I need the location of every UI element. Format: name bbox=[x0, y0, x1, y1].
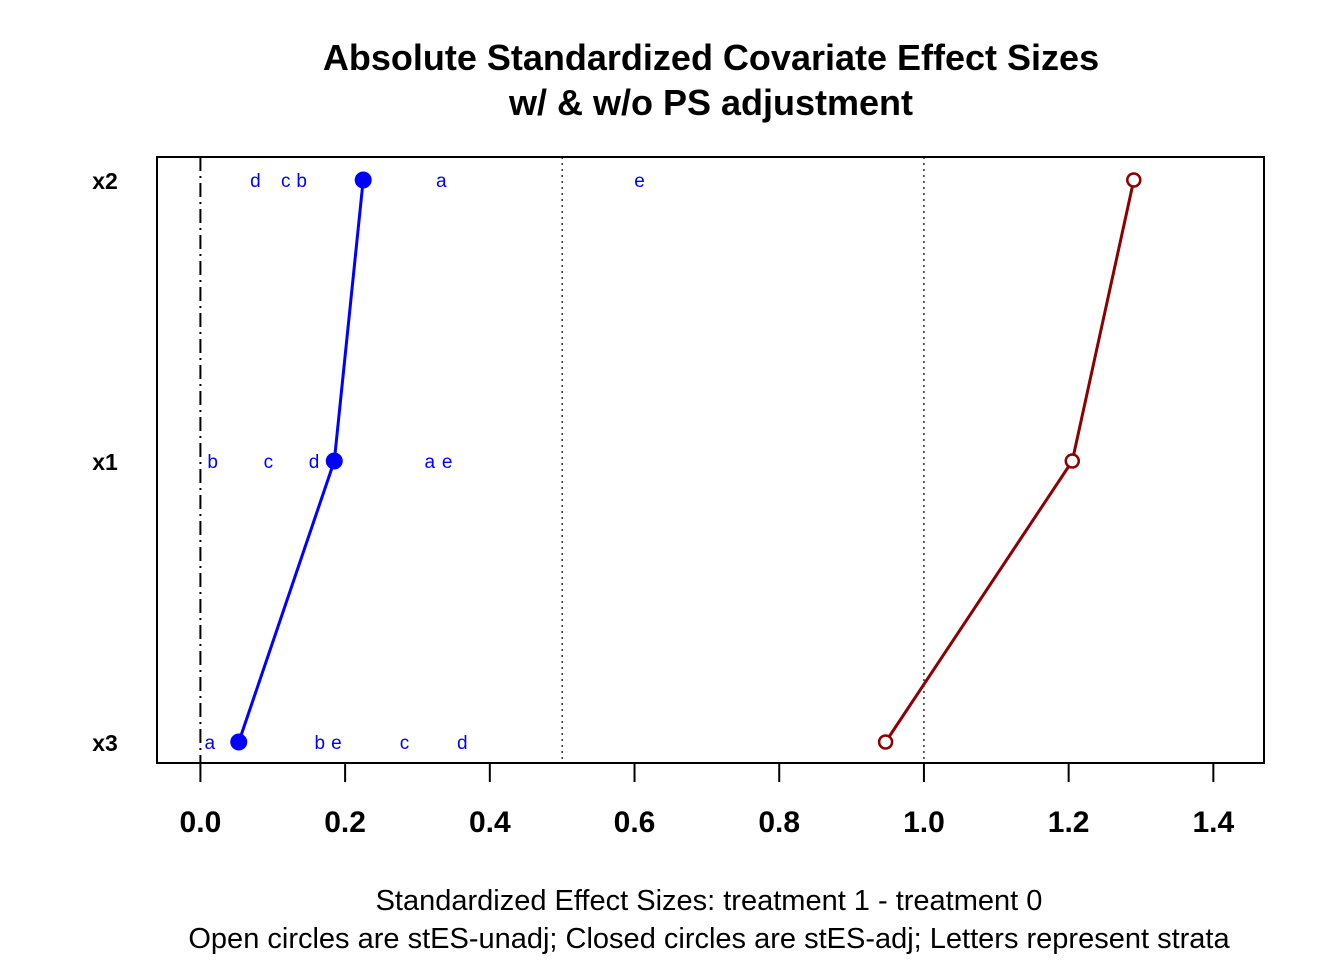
stratum-label-x1-b: b bbox=[207, 452, 218, 473]
adjusted-point-x1 bbox=[325, 452, 343, 470]
stratum-label-x2-e: e bbox=[634, 171, 645, 192]
series-points bbox=[230, 171, 1142, 751]
unadjusted-series-line bbox=[884, 179, 1136, 743]
x-axis-title: Standardized Effect Sizes: treatment 1 -… bbox=[376, 885, 1043, 917]
chart-title-line-2: w/ & w/o PS adjustment bbox=[508, 82, 913, 123]
stratum-label-x3-e: e bbox=[331, 733, 342, 754]
adjusted-point-x3 bbox=[230, 733, 248, 751]
stratum-label-x3-a: a bbox=[205, 733, 216, 754]
y-tick-label-x3: x3 bbox=[92, 730, 118, 756]
reference-lines bbox=[199, 157, 925, 763]
x-tick-label: 1.4 bbox=[1192, 806, 1234, 839]
x-axis-subtitle: Open circles are stES-unadj; Closed circ… bbox=[188, 923, 1230, 955]
x-axis: 0.0 0.2 0.4 0.6 0.8 1.0 1.2 1.4 bbox=[180, 763, 1235, 839]
unadjusted-point-x3 bbox=[877, 734, 894, 750]
y-tick-label-x2: x2 bbox=[92, 168, 118, 194]
x-tick-label: 0.6 bbox=[614, 806, 656, 839]
stratum-label-x3-d: d bbox=[457, 733, 468, 754]
x-tick-label: 0.4 bbox=[469, 806, 511, 839]
series-lines bbox=[237, 179, 1136, 743]
x-tick-label: 0.8 bbox=[758, 806, 800, 839]
x-tick-label: 1.2 bbox=[1048, 806, 1090, 839]
strata-letters: d c b a eb c d a ea b e c d bbox=[205, 171, 645, 754]
unadjusted-point-x2 bbox=[1126, 172, 1142, 188]
unadjusted-point-x1 bbox=[1064, 453, 1081, 469]
stratum-label-x1-c: c bbox=[264, 452, 274, 473]
adjusted-point-x2 bbox=[354, 171, 372, 189]
stratum-label-x2-b: b bbox=[296, 171, 307, 192]
x-tick-label: 0.2 bbox=[324, 806, 366, 839]
adjusted-series-line bbox=[237, 179, 365, 743]
y-axis: x2 x1 x3 bbox=[92, 168, 118, 756]
x-tick-label: 0.0 bbox=[180, 806, 222, 839]
stratum-label-x3-b: b bbox=[315, 733, 326, 754]
stratum-label-x3-c: c bbox=[400, 733, 410, 754]
stratum-label-x1-e: e bbox=[442, 452, 453, 473]
stratum-label-x1-a: a bbox=[424, 452, 435, 473]
y-tick-label-x1: x1 bbox=[92, 449, 118, 475]
stratum-label-x2-c: c bbox=[281, 171, 291, 192]
chart-title-line-1: Absolute Standardized Covariate Effect S… bbox=[323, 37, 1099, 78]
x-tick-label: 1.0 bbox=[903, 806, 945, 839]
stratum-label-x2-a: a bbox=[436, 171, 447, 192]
plot-frame bbox=[156, 156, 1265, 764]
stratum-label-x2-d: d bbox=[250, 171, 261, 192]
stratum-label-x1-d: d bbox=[309, 452, 320, 473]
